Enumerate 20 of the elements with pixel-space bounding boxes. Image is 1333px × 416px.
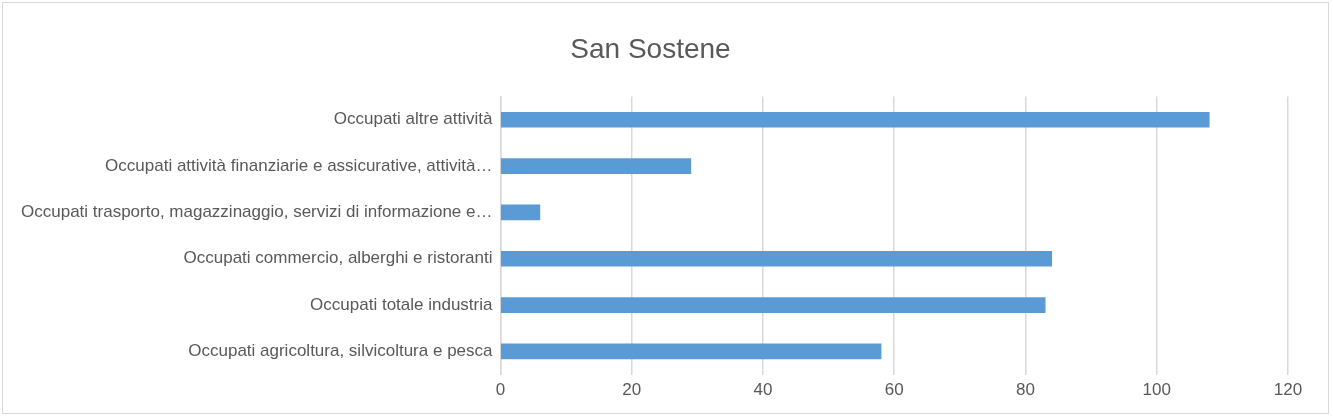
bar	[500, 111, 1210, 128]
bar	[500, 250, 1053, 267]
x-tick-label: 60	[884, 380, 904, 400]
bar	[500, 158, 692, 174]
x-tick-label: 20	[622, 380, 642, 400]
y-tick-label: Occupati altre attività	[333, 109, 494, 129]
bar	[500, 204, 541, 221]
y-tick-label: Occupati totale industria	[310, 294, 494, 314]
x-tick-label: 40	[753, 380, 773, 400]
x-tick-label: 80	[1016, 380, 1035, 400]
bar	[500, 343, 882, 360]
y-tick-label: Occupati agricoltura, silvicoltura e pesca	[188, 341, 494, 361]
y-tick-label: Occupati trasporto, magazzinaggio, servizi di informazione e…	[20, 202, 493, 222]
x-tick-label: 100	[1142, 380, 1171, 400]
x-tick-label: 0	[495, 380, 506, 400]
bar	[500, 297, 1046, 313]
chart-title: San Sostene	[570, 32, 731, 64]
y-tick-label: Occupati commercio, alberghi e ristoranti	[183, 248, 493, 268]
y-tick-label: Occupati attività finanziarie e assicurative, attività…	[105, 155, 493, 175]
x-tick-label: 120	[1273, 380, 1303, 400]
